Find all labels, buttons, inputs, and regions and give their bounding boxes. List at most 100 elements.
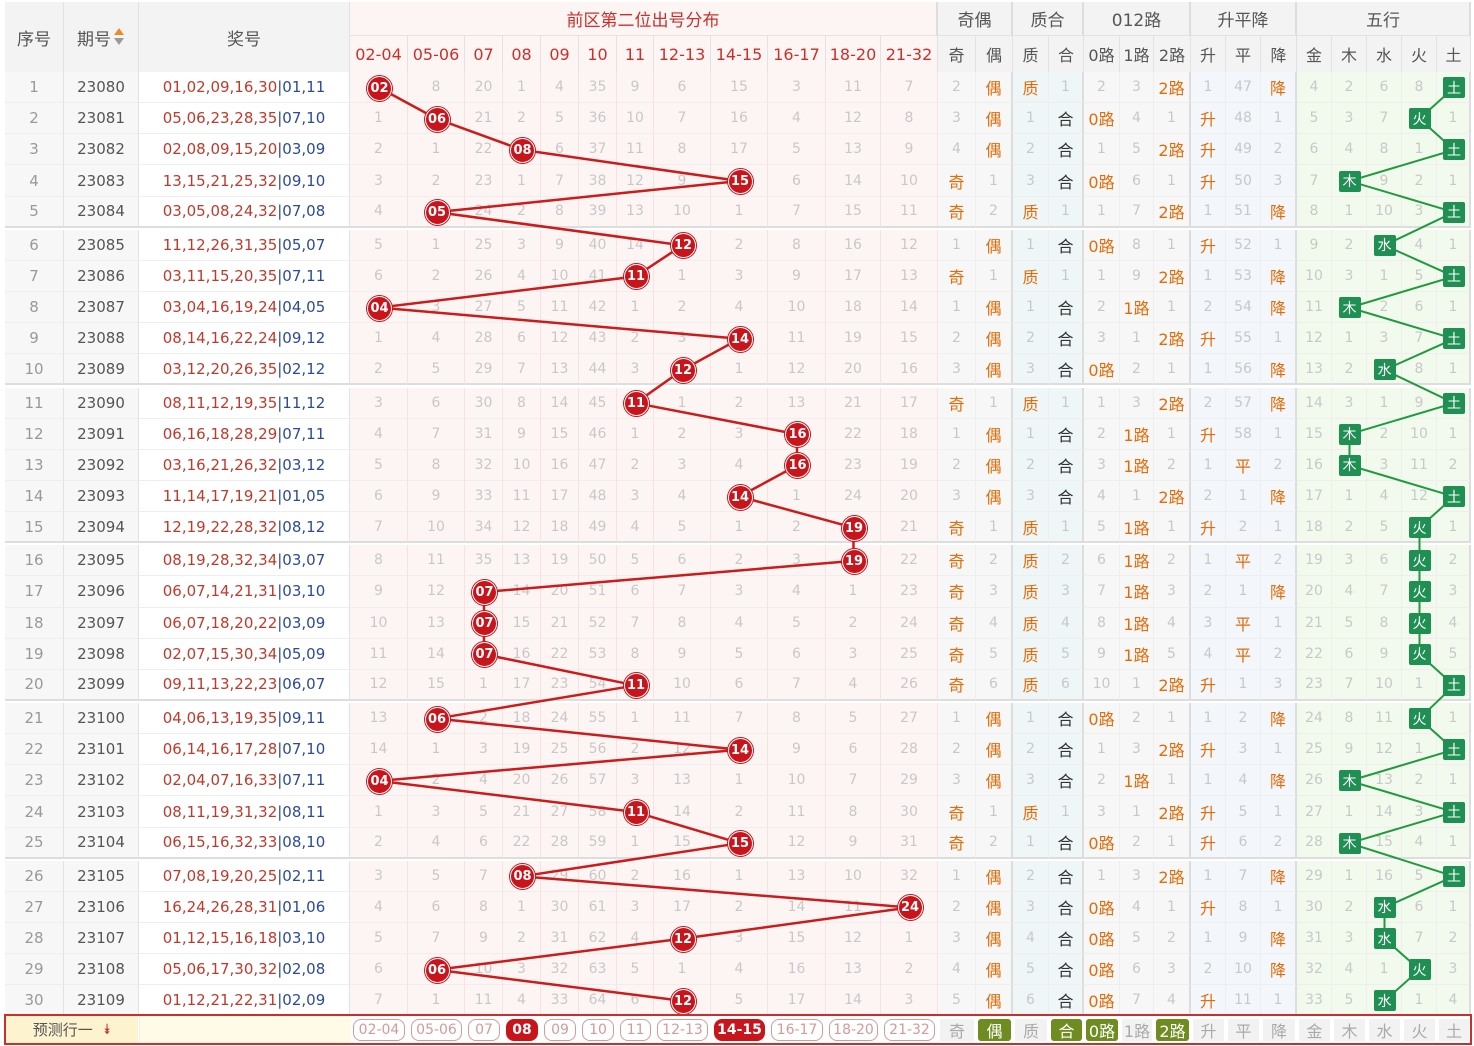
back-numbers: |03,10 [277,929,326,948]
forecast-wx-金[interactable]: 金 [1299,1019,1330,1041]
forecast-dist-16-17[interactable]: 16-17 [771,1019,823,1041]
front-numbers: 07,08,19,20,25 [162,866,278,885]
forecast-dist-09[interactable]: 09 [544,1019,576,1041]
wx-cell: 10 [1367,669,1402,701]
pc-cell: 3 [1013,165,1049,197]
forecast-wx-木[interactable]: 木 [1334,1019,1365,1041]
forecast-dist-08[interactable]: 08 [506,1019,538,1041]
oe-cell: 3 [976,576,1013,608]
row-issue: 23083 [64,165,139,197]
pc-cell: 合 [1049,734,1084,766]
forecast-oe-奇[interactable]: 奇 [940,1019,974,1041]
wx-cell: 5 [1402,860,1437,892]
row-issue: 23103 [64,796,139,828]
dist-cell: 2 [503,196,541,228]
forecast-dist-10[interactable]: 10 [582,1019,614,1041]
forecast-dist-21-32[interactable]: 21-32 [884,1019,935,1041]
forecast-r-1路[interactable]: 1路 [1122,1019,1152,1041]
pc-cell: 合 [1049,703,1084,735]
forecast-dist-14-15[interactable]: 14-15 [714,1019,765,1041]
wx-cell: 19 [1297,545,1332,577]
dist-cell: 3 [617,354,654,386]
dist-cell: 21 [465,103,503,135]
dist-cell: 17 [768,985,826,1017]
dist-cell: 39 [579,196,617,228]
oe-cell: 1 [938,292,976,324]
wx-cell: 1 [1367,387,1402,419]
oe-cell: 偶 [976,449,1013,481]
wx-cell: 11 [1297,292,1332,324]
r-cell: 5 [1154,638,1191,670]
t-cell: 57 [1226,387,1261,419]
forecast-oe-偶[interactable]: 偶 [978,1019,1011,1041]
r-cell: 4 [1154,607,1191,639]
r-cell: 1 [1154,292,1191,324]
pc-cell: 合 [1049,954,1084,986]
pc-cell: 质 [1013,576,1049,608]
r-cell: 2路 [1154,196,1191,228]
forecast-dist-05-06[interactable]: 05-06 [411,1019,462,1041]
forecast-wx-水[interactable]: 水 [1369,1019,1400,1041]
dist-cell: 31 [541,923,579,955]
oe-cell: 2 [976,545,1013,577]
t-cell: 58 [1226,418,1261,450]
column-header-金: 金 [1297,36,1332,72]
forecast-t-升[interactable]: 升 [1193,1019,1224,1041]
column-header-木: 木 [1332,36,1367,72]
front-numbers: 02,04,07,16,33 [162,771,278,790]
column-header-issue[interactable]: 期号 [64,2,139,72]
row-seq: 23 [5,765,64,797]
forecast-r-0路[interactable]: 0路 [1086,1019,1118,1041]
dist-cell: 16 [503,638,541,670]
dist-cell: 9 [465,923,503,955]
row-prize-numbers: 08,19,28,32,34 |03,07 [139,545,350,577]
wx-cell: 12 [1367,734,1402,766]
forecast-wx-土[interactable]: 土 [1439,1019,1469,1041]
forecast-dist-18-20[interactable]: 18-20 [829,1019,878,1041]
data-point-ball: 12 [670,926,696,952]
forecast-t-降[interactable]: 降 [1263,1019,1295,1041]
wx-element-mark: 火 [1408,612,1431,634]
pc-cell: 1 [1013,703,1049,735]
pc-cell: 合 [1049,292,1084,324]
forecast-wx-火[interactable]: 火 [1404,1019,1435,1041]
front-numbers: 13,15,21,25,32 [162,171,278,190]
chevron-down-icon[interactable]: ⯯ [102,1021,112,1038]
pc-cell: 合 [1049,449,1084,481]
data-point-ball: 05 [424,200,450,226]
dist-cell: 9 [617,72,654,104]
dist-cell: 50 [579,545,617,577]
r-cell: 1 [1154,765,1191,797]
forecast-dist-07[interactable]: 07 [468,1019,500,1041]
r-cell: 6 [1120,954,1154,986]
dist-cell: 3 [503,229,541,261]
forecast-label-text: 预测行一 [32,1021,93,1039]
forecast-dist-12-13[interactable]: 12-13 [657,1019,708,1041]
dist-cell: 32 [881,860,938,892]
t-cell: 1 [1191,196,1226,228]
forecast-pc-合[interactable]: 合 [1051,1019,1082,1041]
forecast-dist-11[interactable]: 11 [620,1019,651,1041]
pc-cell: 4 [1013,923,1049,955]
row-prize-numbers: 09,11,13,22,23 |06,07 [139,669,350,701]
dist-cell: 5 [350,229,408,261]
dist-cell: 7 [350,985,408,1017]
front-numbers: 12,19,22,28,32 [162,517,278,536]
wx-cell: 2 [1332,512,1367,544]
t-cell: 升 [1191,669,1226,701]
wx-cell: 3 [1402,796,1437,828]
forecast-dist-02-04[interactable]: 02-04 [353,1019,405,1041]
forecast-label[interactable]: 预测行一 ⯯ [6,1016,138,1043]
row-issue: 23087 [64,292,139,324]
forecast-t-平[interactable]: 平 [1228,1019,1259,1041]
dist-cell: 1 [408,734,465,766]
dist-cell: 8 [408,72,465,104]
t-cell: 平 [1226,638,1261,670]
forecast-pc-质[interactable]: 质 [1015,1019,1047,1041]
forecast-r-2路[interactable]: 2路 [1156,1019,1189,1041]
wx-element-mark: 水 [1373,928,1396,950]
dist-cell: 2 [617,734,654,766]
sort-icon[interactable] [113,28,125,46]
wx-cell: 4 [1437,985,1471,1017]
dist-cell: 21 [503,796,541,828]
